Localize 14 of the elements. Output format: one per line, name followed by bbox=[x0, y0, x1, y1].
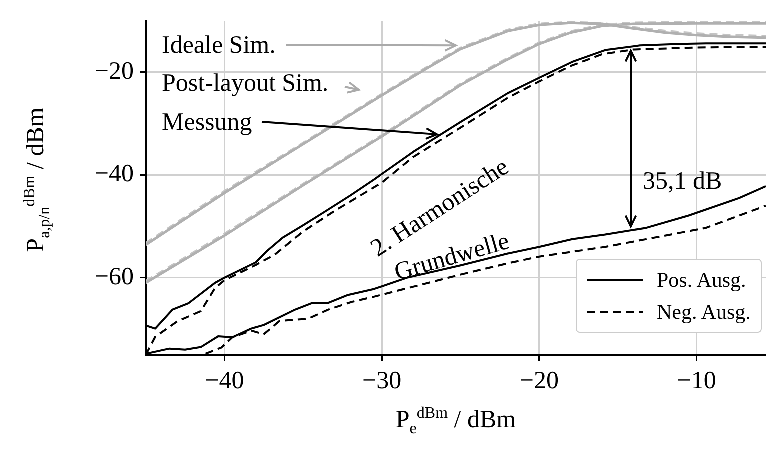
x-tick-label: −40 bbox=[205, 368, 244, 395]
annotation: Post-layout Sim. bbox=[162, 70, 329, 96]
x-axis-title: P$_{e}$$^{dBm}$ / dBm bbox=[396, 405, 516, 438]
legend-label: Neg. Ausg. bbox=[657, 299, 751, 326]
annotation: Messung bbox=[162, 108, 252, 136]
y-tick-label: −20 bbox=[94, 58, 134, 85]
x-tick-label: −30 bbox=[362, 368, 402, 395]
annotation: 35,1 dB bbox=[643, 168, 722, 194]
y-tick-label: −40 bbox=[94, 160, 134, 188]
legend-label: Pos. Ausg. bbox=[657, 267, 746, 294]
x-tick-label: −20 bbox=[520, 368, 559, 395]
annotation: Ideale Sim. bbox=[162, 32, 276, 58]
y-tick-label: −60 bbox=[94, 263, 134, 290]
x-tick-label: −10 bbox=[677, 368, 716, 395]
